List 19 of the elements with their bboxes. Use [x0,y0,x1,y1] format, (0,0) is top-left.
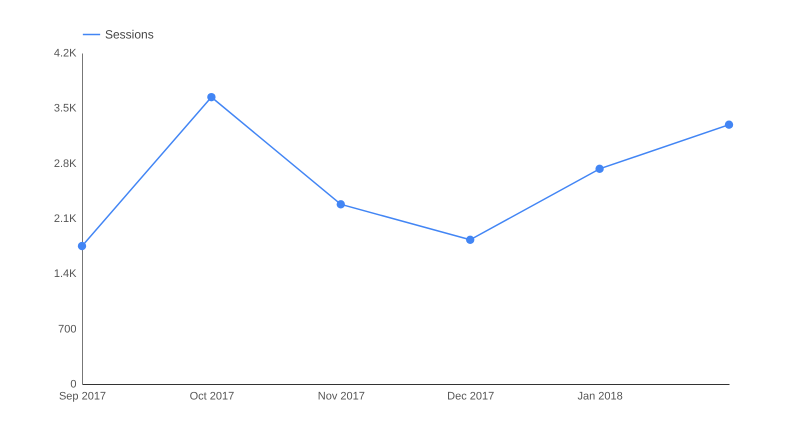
point [466,236,474,244]
legend-label: Sessions [105,28,154,42]
x-tick-label: Sep 2017 [58,390,106,402]
point [207,92,216,102]
y-tick-label: 4.2K [54,48,78,60]
y-tick-label: 2.8K [54,158,78,170]
point [336,200,345,208]
x-tick-label: Oct 2017 [190,390,234,402]
point [78,242,86,250]
y-tick-label: 700 [58,323,76,336]
y-tick-label: 0 [70,378,76,390]
x-tick-label: Jan 2018 [577,390,623,402]
point [595,164,604,174]
y-tick-label: 3.5K [54,102,78,115]
point [724,120,734,129]
x-tick-label: Nov 2017 [318,390,365,402]
x-tick-label: Dec 2017 [447,390,494,402]
y-tick-label: 1.4K [54,268,78,280]
y-tick-label: 2.1K [54,213,78,225]
